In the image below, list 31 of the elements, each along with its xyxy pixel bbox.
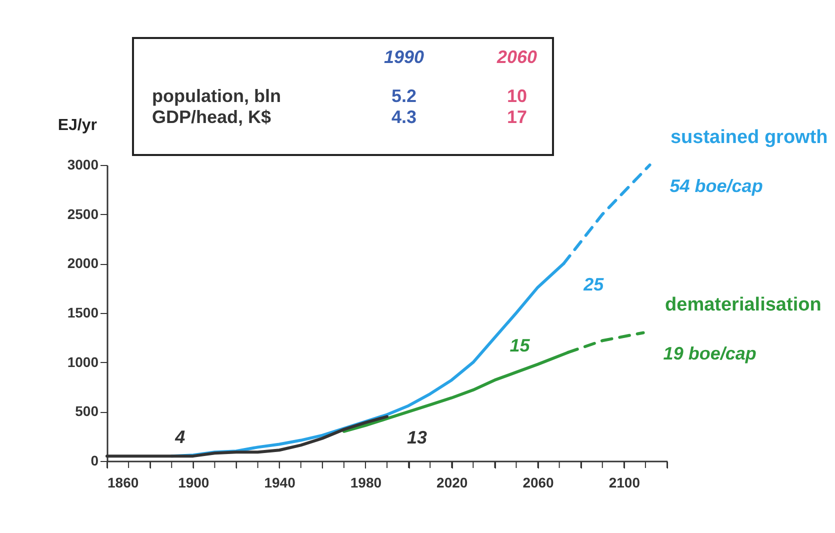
- text: 5.2: [391, 86, 417, 106]
- x-tick-label: 1860: [108, 474, 139, 490]
- x-tick-label: 2020: [436, 474, 468, 490]
- y-tick-label: 0: [90, 452, 99, 468]
- x-tick-label: 1940: [264, 474, 296, 490]
- text: 4.3: [391, 107, 417, 127]
- text: 10: [506, 86, 528, 106]
- x-tick-label: 1900: [178, 474, 210, 490]
- annotation: 4: [174, 427, 186, 448]
- y-tick-label: 3000: [67, 156, 99, 172]
- annotation: 15: [510, 335, 531, 356]
- series-label: dematerialisation: [665, 294, 822, 316]
- x-tick-label: 2060: [522, 474, 554, 490]
- text: 2060: [496, 47, 538, 67]
- y-axis-title: EJ/yr: [58, 117, 97, 134]
- y-tick-label: 1500: [67, 304, 99, 320]
- annotation: 54 boe/cap: [670, 176, 763, 196]
- annotation: 13: [407, 428, 428, 448]
- x-tick-label: 1980: [350, 474, 382, 490]
- series-label: sustained growth: [670, 127, 828, 148]
- text: 17: [506, 107, 528, 127]
- y-tick-label: 1000: [67, 354, 99, 370]
- text: 1990: [384, 47, 424, 67]
- text: population, bln: [152, 86, 281, 106]
- text: GDP/head, K$: [152, 107, 272, 127]
- y-tick-label: 2000: [67, 255, 99, 272]
- annotation: 19 boe/cap: [663, 344, 756, 364]
- y-tick-label: 500: [75, 403, 99, 420]
- y-tick-label: 2500: [67, 206, 99, 222]
- annotation: 25: [582, 274, 605, 295]
- x-tick-label: 2100: [608, 474, 640, 490]
